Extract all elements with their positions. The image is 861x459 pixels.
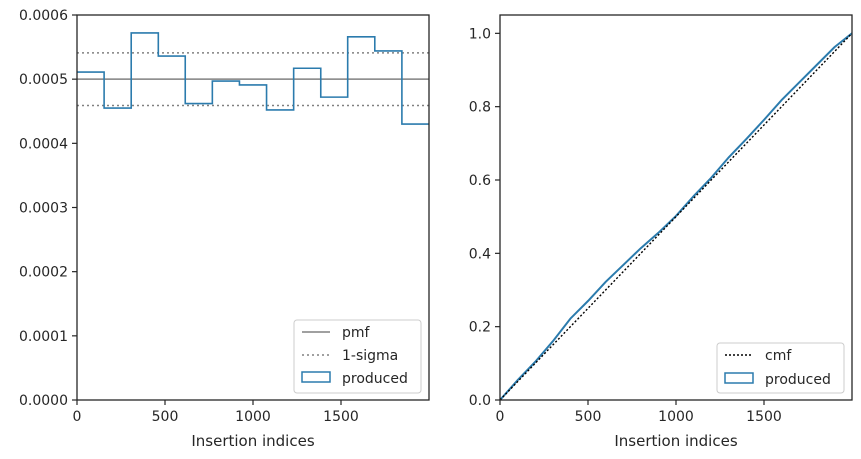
left-reference-lines xyxy=(77,52,429,107)
legend-pmf-label: pmf xyxy=(342,325,371,341)
legend-produced-label-right: produced xyxy=(765,372,831,388)
right-ticks: 0 500 1000 1500 0.0 0.2 0.4 0.6 0.8 1.0 xyxy=(469,26,782,425)
left-legend: pmf 1-sigma produced xyxy=(293,319,422,394)
left-legend-box xyxy=(293,319,422,394)
left-y-tick-label: 0.0005 xyxy=(19,72,68,88)
r-x-tick-label: 0 xyxy=(496,409,505,425)
l-x-tick-label: 0 xyxy=(73,409,82,425)
right-legend: cmf produced xyxy=(716,342,845,394)
legend-produced-swatch xyxy=(301,371,331,383)
r-x-tick-label: 500 xyxy=(575,409,602,425)
cmf-line xyxy=(499,32,853,401)
left-ticks: 0 500 1000 1500 0.0000 0.0001 0.0002 0.0003 0.00… xyxy=(19,8,359,425)
legend-cmf-label: cmf xyxy=(765,348,792,364)
right-y-tick-label: 0.8 xyxy=(469,100,491,116)
l-x-tick-label: 500 xyxy=(152,409,179,425)
left-produced-histogram xyxy=(77,32,429,125)
left-y-tick-label: 0.0003 xyxy=(19,201,68,217)
right-y-tick-label: 1.0 xyxy=(469,26,491,42)
right-series xyxy=(499,32,853,401)
r-x-tick-label: 1000 xyxy=(658,409,694,425)
left-y-tick-label: 0.0002 xyxy=(19,265,68,281)
pmf-histogram-panel: 0 500 1000 1500 0.0000 0.0001 0.0002 0.0003 0.00… xyxy=(19,8,430,450)
left-y-tick-label: 0.0000 xyxy=(19,393,68,409)
produced-cumulative-line xyxy=(499,32,853,401)
right-y-tick-label: 0.4 xyxy=(469,246,491,262)
right-legend-box xyxy=(716,342,845,394)
legend-produced-swatch-right xyxy=(724,372,754,384)
left-y-tick-label: 0.0006 xyxy=(19,8,68,24)
legend-1-sigma-label: 1-sigma xyxy=(342,348,398,364)
produced-histogram-step xyxy=(77,32,429,125)
left-y-tick-label: 0.0004 xyxy=(19,136,68,152)
right-y-tick-label: 0.6 xyxy=(469,173,491,189)
right-y-tick-label: 0.2 xyxy=(469,320,491,336)
l-x-tick-label: 1000 xyxy=(235,409,271,425)
right-y-tick-label: 0.0 xyxy=(469,393,491,409)
left-y-tick-label: 0.0001 xyxy=(19,329,68,345)
l-x-tick-label: 1500 xyxy=(323,409,359,425)
left-x-axis-label: Insertion indices xyxy=(191,432,314,450)
r-x-tick-label: 1500 xyxy=(746,409,782,425)
cmf-panel: 0 500 1000 1500 0.0 0.2 0.4 0.6 0.8 1.0 Insertion… xyxy=(469,14,853,450)
legend-produced-label: produced xyxy=(342,371,408,387)
right-x-axis-label: Insertion indices xyxy=(614,432,737,450)
